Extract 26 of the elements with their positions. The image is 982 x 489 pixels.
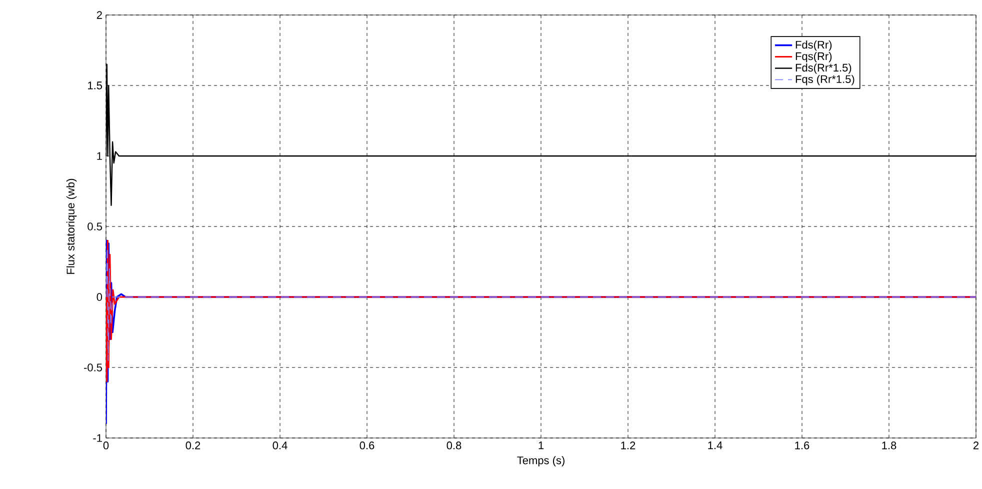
x-tick-label: 0 <box>103 442 109 450</box>
line-series <box>106 247 976 361</box>
legend-label: Fqs(Rr) <box>796 52 832 62</box>
x-tick-label: 1 <box>538 442 544 450</box>
x-tick-label: 2 <box>973 442 979 450</box>
legend-label: Fds(Rr*1.5) <box>796 63 852 74</box>
y-tick-label: 1 <box>97 152 102 160</box>
x-tick-label: 0.4 <box>272 442 288 450</box>
y-axis-title: Flux statorique (wb) <box>66 178 77 274</box>
line-series <box>106 240 976 382</box>
x-tick-label: 0.2 <box>186 442 200 450</box>
y-tick-label: 0.5 <box>88 222 102 230</box>
x-tick-label: 1.2 <box>621 442 636 450</box>
x-tick-label: 0.8 <box>446 442 462 450</box>
x-tick-label: 1.6 <box>795 442 810 450</box>
x-tick-label: 1.8 <box>882 442 896 450</box>
legend-label: Fqs (Rr*1.5) <box>796 74 854 86</box>
legend-label: Fds(Rr) <box>796 40 832 51</box>
y-tick-label: 0 <box>96 293 102 301</box>
y-tick-label: -1 <box>93 434 102 442</box>
x-tick-label: 1.4 <box>708 442 722 450</box>
y-tick-label: 2 <box>96 11 102 19</box>
y-tick-label: -0.5 <box>84 364 102 372</box>
x-axis-title: Temps (s) <box>517 456 564 466</box>
x-tick-label: 0.6 <box>360 442 374 450</box>
y-tick-label: 1.5 <box>88 82 102 90</box>
